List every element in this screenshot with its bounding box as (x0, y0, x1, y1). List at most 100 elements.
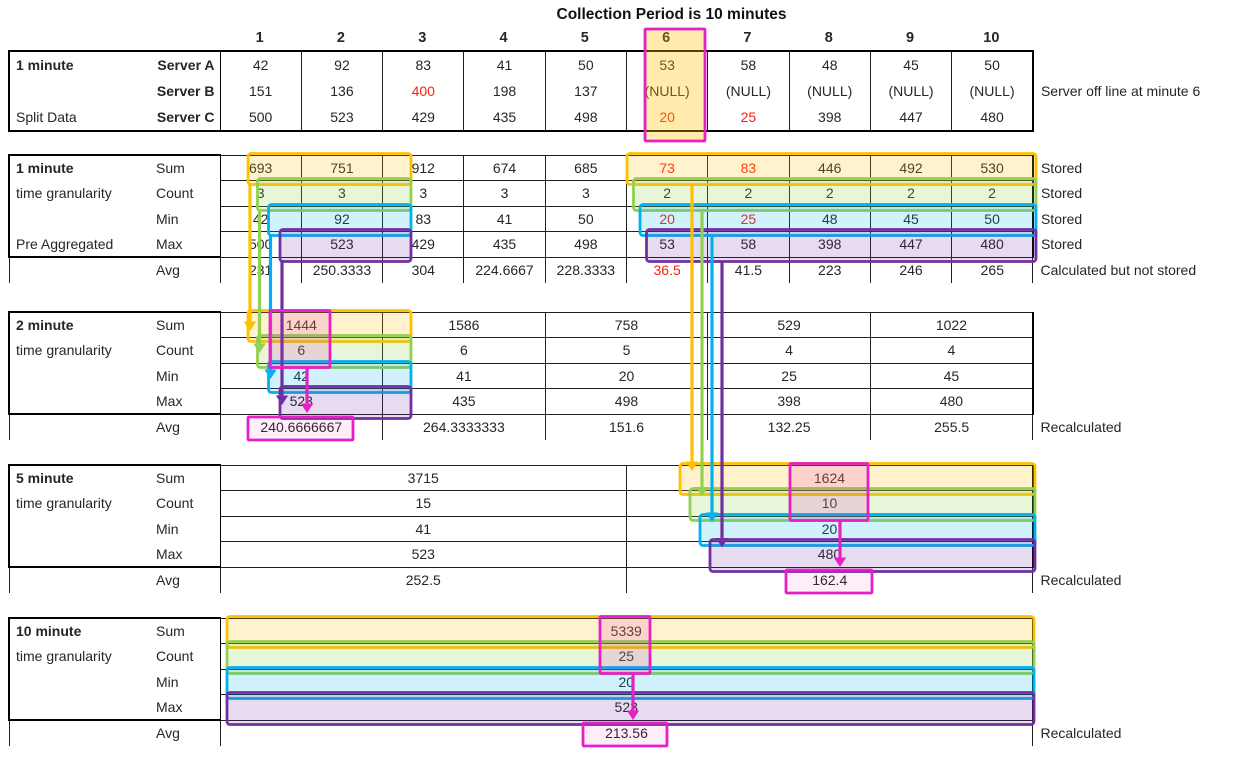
table-side-label: time granularity (8, 337, 141, 363)
table-cell: 42 (219, 205, 302, 232)
row-header: Avg (141, 567, 221, 593)
table-cell: 435 (463, 231, 546, 258)
table-cell: 10 (625, 490, 1034, 517)
table-side-label: 10 minute (8, 617, 141, 644)
row-header: Avg (141, 257, 221, 283)
row-annotation (1031, 643, 1235, 669)
table-cell: 400 (382, 77, 465, 105)
table-side-label (8, 388, 141, 415)
table-cell: 1022 (869, 311, 1034, 338)
table-cell: 92 (300, 50, 384, 78)
table-cell: 41 (463, 205, 546, 232)
table-cell: 48 (788, 50, 871, 78)
row-header: Server A (141, 50, 221, 78)
row-annotation (1031, 388, 1235, 414)
table-side-label: 1 minute (8, 50, 141, 78)
table-cell: 20 (625, 104, 709, 133)
row-header: Max (141, 694, 221, 721)
table-cell: (NULL) (625, 77, 709, 105)
table-cell: 398 (788, 231, 871, 258)
table-cell: 529 (707, 311, 871, 338)
table-cell: 3 (382, 180, 465, 207)
table-cell: 498 (544, 104, 627, 133)
table-cell: 231 (219, 257, 302, 283)
table-split-data: 1 minute Server A 42 92 83 41 50 53 58 48 45 50 Serv… (8, 50, 1235, 133)
table-cell: 3 (463, 180, 546, 207)
table-side-label (8, 363, 141, 389)
table-cell: 523 (219, 388, 384, 415)
table-cell: 398 (707, 388, 871, 415)
table-side-label (8, 206, 141, 232)
table-10-minute-granularity: 10 minute Sum 5339 time granularity Count 25 M… (8, 617, 1235, 746)
table-cell: 53 (625, 50, 709, 78)
table-cell: 136 (300, 77, 384, 105)
table-cell: 523 (219, 694, 1034, 721)
table-cell: 3 (300, 180, 384, 207)
table-cell: 250.3333 (300, 257, 384, 283)
row-header: Count (141, 490, 221, 516)
row-annotation: Recalculated (1032, 414, 1235, 440)
table-cell: 304 (382, 257, 465, 283)
row-annotation: Recalculated (1032, 567, 1235, 593)
table-cell: (NULL) (869, 77, 953, 105)
table-cell: 6 (382, 337, 546, 364)
row-header: Count (141, 643, 221, 669)
row-annotation: Stored (1031, 231, 1235, 257)
table-cell: 480 (951, 231, 1034, 258)
table-cell: 1586 (382, 311, 546, 338)
table-cell: 4 (869, 337, 1034, 364)
table-cell: 213.56 (219, 720, 1034, 746)
table-side-label: Pre Aggregated (8, 231, 141, 258)
table-cell: 36.5 (625, 257, 709, 283)
table-cell: 228.3333 (544, 257, 627, 283)
table-side-label (8, 257, 141, 283)
table-cell: 20 (219, 668, 1034, 695)
table-cell: 523 (300, 104, 384, 133)
table-cell: 435 (463, 104, 546, 133)
diagram-title: Collection Period is 10 minutes (556, 6, 787, 23)
table-cell: 42 (219, 50, 302, 78)
row-annotation (1031, 669, 1235, 695)
row-annotation (1031, 363, 1235, 389)
table-cell: 41 (382, 362, 546, 389)
row-annotation: Recalculated (1032, 720, 1235, 746)
table-cell: 2 (869, 180, 953, 207)
row-annotation (1031, 516, 1235, 542)
table-cell: 83 (382, 205, 465, 232)
table-cell: (NULL) (788, 77, 871, 105)
row-header: Avg (141, 720, 221, 746)
row-header: Sum (141, 464, 221, 491)
table-cell: 435 (382, 388, 546, 415)
table-cell: 674 (463, 154, 546, 181)
table-side-label (8, 414, 141, 440)
table-cell: 50 (544, 205, 627, 232)
table-cell: 20 (625, 515, 1034, 542)
table-side-label (8, 77, 141, 105)
table-cell: 446 (788, 154, 871, 181)
table-cell: 500 (219, 231, 302, 258)
row-header: Sum (141, 617, 221, 644)
table-cell: 255.5 (869, 414, 1034, 440)
table-cell: 6 (219, 337, 384, 364)
table-cell: 50 (544, 50, 627, 78)
row-header: Sum (141, 154, 221, 181)
row-annotation (1031, 51, 1235, 78)
row-header: Min (141, 669, 221, 695)
table-cell: 132.25 (707, 414, 871, 440)
table-cell: 45 (869, 205, 953, 232)
column-header: 1 (255, 30, 264, 46)
table-cell: 685 (544, 154, 627, 181)
row-annotation: Stored (1031, 206, 1235, 232)
table-side-label (8, 516, 141, 542)
table-side-label (8, 720, 141, 746)
row-annotation (1031, 312, 1235, 338)
row-header: Sum (141, 311, 221, 338)
table-cell: 3 (219, 180, 302, 207)
table-cell: (NULL) (951, 77, 1034, 105)
table-side-label (8, 567, 141, 593)
row-header: Count (141, 180, 221, 206)
row-header: Server B (141, 77, 221, 105)
table-cell: 15 (219, 490, 627, 517)
table-cell: 5 (544, 337, 709, 364)
